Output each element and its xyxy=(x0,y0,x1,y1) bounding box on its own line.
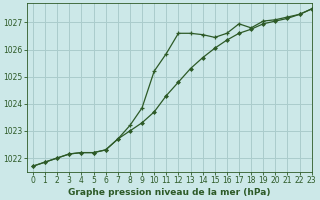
X-axis label: Graphe pression niveau de la mer (hPa): Graphe pression niveau de la mer (hPa) xyxy=(68,188,270,197)
